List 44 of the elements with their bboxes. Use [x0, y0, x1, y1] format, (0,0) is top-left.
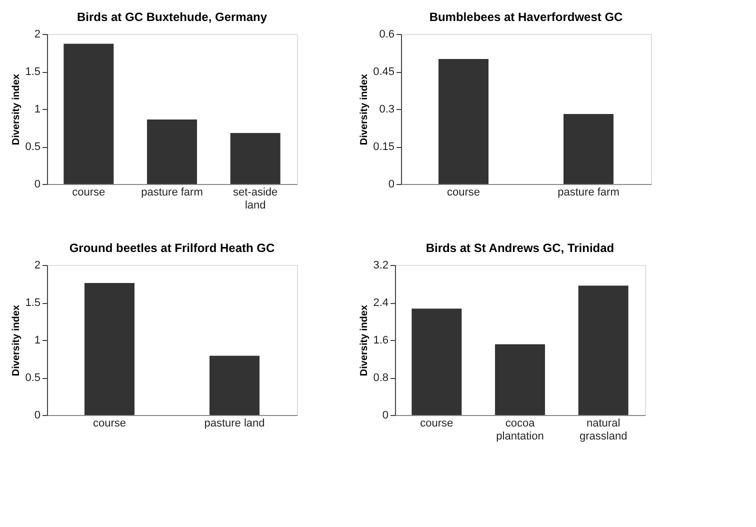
x-tick-label: pasture farm [558, 186, 620, 198]
chart-title: Ground beetles at Frilford Heath GC [69, 241, 276, 255]
y-tick-label: 0.45 [373, 66, 394, 78]
y-tick-label: 2.4 [373, 297, 388, 309]
x-tick-label: natural grassland [579, 418, 628, 442]
y-axis-title: Diversity index [359, 304, 370, 376]
y-tick-label: 0 [382, 410, 388, 422]
y-tick-label: 0.8 [373, 372, 388, 384]
y-tick-label: 1.6 [373, 334, 388, 346]
y-tick-label: 1 [34, 104, 40, 116]
bar [495, 344, 545, 415]
y-tick-label: 1.5 [25, 66, 40, 78]
x-tick-label: cocoa plantation [496, 418, 544, 442]
x-tick-label: course [92, 418, 126, 430]
x-tick-label: course [446, 186, 480, 198]
chart-title: Birds at GC Buxtehude, Germany [76, 10, 268, 24]
y-tick-label: 0 [34, 178, 40, 190]
x-tick-label: pasture land [204, 418, 265, 430]
y-axis-title: Diversity index [11, 73, 22, 146]
y-axis-title: Diversity index [11, 304, 22, 376]
bar [230, 133, 280, 184]
y-tick-label: 0 [34, 410, 40, 422]
x-tick-label: pasture farm [141, 186, 203, 198]
y-tick-label: 0 [388, 178, 394, 190]
chart-title: Birds at St Andrews GC, Trinidad [426, 241, 614, 255]
y-tick-label: 1 [34, 334, 40, 346]
x-tick-label: course [420, 418, 454, 430]
y-tick-label: 0.15 [373, 141, 394, 153]
x-tick-label: set-aside land [233, 186, 278, 212]
y-tick-label: 1.5 [25, 297, 40, 309]
bar [578, 286, 628, 415]
x-tick-label: course [72, 186, 106, 198]
y-tick-label: 0.6 [379, 28, 394, 40]
y-tick-label: 2 [34, 260, 40, 272]
y-axis-title: Diversity index [359, 73, 370, 146]
chart-title: Bumblebees at Haverfordwest GC [429, 10, 624, 24]
y-tick-label: 2 [34, 28, 40, 40]
y-tick-label: 0.5 [25, 372, 40, 384]
bar [147, 120, 197, 184]
bar [64, 44, 114, 184]
y-tick-label: 0.5 [25, 141, 40, 153]
y-tick-label: 3.2 [373, 260, 388, 272]
bar [412, 308, 462, 415]
y-tick-label: 0.3 [379, 104, 394, 116]
